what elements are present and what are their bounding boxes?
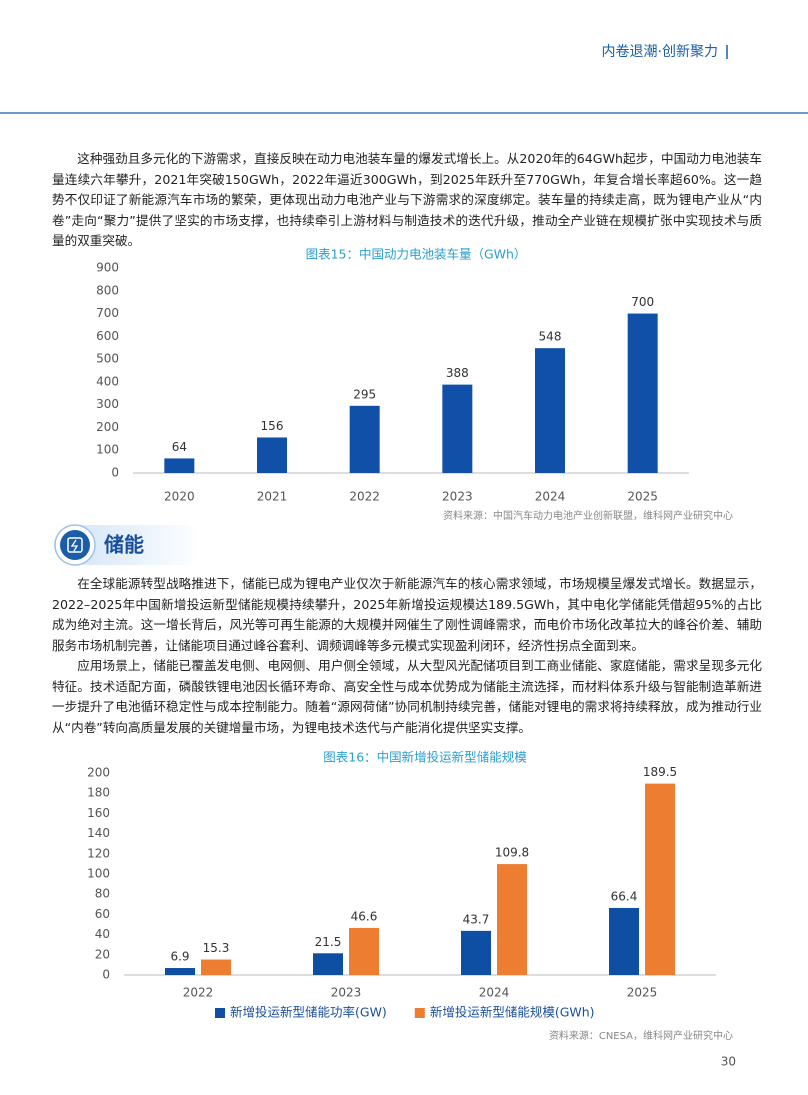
value-label: 15.3 [203, 941, 230, 955]
y-tick-label: 60 [95, 907, 110, 921]
section-icon [60, 530, 90, 560]
legend-label: 新增投运新型储能规模(GWh) [430, 1005, 595, 1020]
section-icon-bolt [70, 539, 79, 552]
y-tick-label: 40 [95, 927, 110, 941]
chart-source: 资料来源：中国汽车动力电池产业创新联盟，维科网产业研究中心 [443, 509, 733, 522]
y-tick-label: 160 [87, 806, 110, 820]
value-label: 109.8 [495, 846, 529, 860]
y-tick-label: 0 [111, 466, 119, 480]
chart-title: 图表15：中国动力电池装车量（GWh） [306, 247, 527, 262]
value-label: 700 [631, 295, 654, 309]
x-tick-label: 2024 [479, 986, 510, 1000]
y-tick-label: 800 [96, 283, 119, 297]
bar [164, 458, 195, 473]
y-tick-label: 300 [96, 397, 119, 411]
x-tick-label: 2022 [183, 986, 214, 1000]
paragraph: 这种强劲且多元化的下游需求，直接反映在动力电池装车量的爆发式增长上。从2020年… [52, 151, 762, 248]
header-title: 内卷退潮·创新聚力 [602, 44, 718, 60]
chart-title: 图表16：中国新增投运新型储能规模 [323, 750, 527, 765]
x-tick-label: 2023 [442, 490, 473, 504]
value-label: 295 [353, 387, 376, 401]
y-tick-label: 200 [87, 766, 110, 780]
y-tick-label: 180 [87, 786, 110, 800]
x-tick-label: 2020 [164, 490, 195, 504]
y-tick-label: 20 [95, 947, 110, 961]
value-label: 388 [446, 366, 469, 380]
y-tick-label: 140 [87, 826, 110, 840]
y-tick-label: 100 [96, 443, 119, 457]
x-tick-label: 2024 [535, 490, 566, 504]
section-icon-glyph [67, 537, 83, 553]
y-tick-label: 600 [96, 329, 119, 343]
x-tick-label: 2025 [627, 490, 658, 504]
y-tick-label: 0 [102, 968, 110, 982]
y-tick-label: 400 [96, 374, 119, 388]
legend-label: 新增投运新型储能功率(GW) [230, 1005, 387, 1020]
value-label: 189.5 [643, 765, 677, 779]
paragraph: 应用场景上，储能已覆盖发电侧、电网侧、用户侧全领域，从大型风光配储项目到工商业储… [52, 658, 762, 735]
bar [497, 864, 527, 975]
x-tick-label: 2025 [627, 986, 658, 1000]
bar [627, 313, 658, 473]
bar [349, 405, 380, 473]
chart-source: 资料来源：CNESA，维科网产业研究中心 [549, 1029, 733, 1042]
value-label: 46.6 [351, 909, 378, 923]
paragraph: 在全球能源转型战略推进下，储能已成为锂电产业仅次于新能源汽车的核心需求领域，市场… [52, 576, 762, 653]
y-tick-label: 900 [96, 261, 119, 275]
value-label: 21.5 [315, 935, 342, 949]
x-tick-label: 2023 [331, 986, 362, 1000]
value-label: 548 [539, 330, 562, 344]
y-tick-label: 80 [95, 887, 110, 901]
bar [257, 437, 287, 473]
bar [535, 348, 565, 473]
bar [645, 783, 675, 975]
value-label: 6.9 [170, 950, 189, 964]
y-tick-label: 200 [96, 420, 119, 434]
value-label: 64 [172, 440, 187, 454]
bar [442, 384, 473, 473]
value-label: 43.7 [463, 912, 490, 926]
y-tick-label: 120 [87, 846, 110, 860]
y-tick-label: 700 [96, 306, 119, 320]
x-tick-label: 2021 [257, 490, 288, 504]
page-number: 30 [721, 1055, 736, 1069]
bar [313, 953, 343, 975]
y-tick-label: 500 [96, 352, 119, 366]
value-label: 156 [261, 419, 284, 433]
bar [165, 968, 195, 975]
value-label: 66.4 [611, 889, 638, 903]
y-tick-label: 100 [87, 867, 110, 881]
legend-swatch [215, 1008, 225, 1018]
bar [609, 907, 639, 975]
bar [349, 927, 379, 975]
x-tick-label: 2022 [349, 490, 380, 504]
bar [201, 959, 231, 975]
section-title: 储能 [104, 533, 144, 557]
bar [461, 930, 491, 975]
legend-swatch [414, 1008, 425, 1018]
